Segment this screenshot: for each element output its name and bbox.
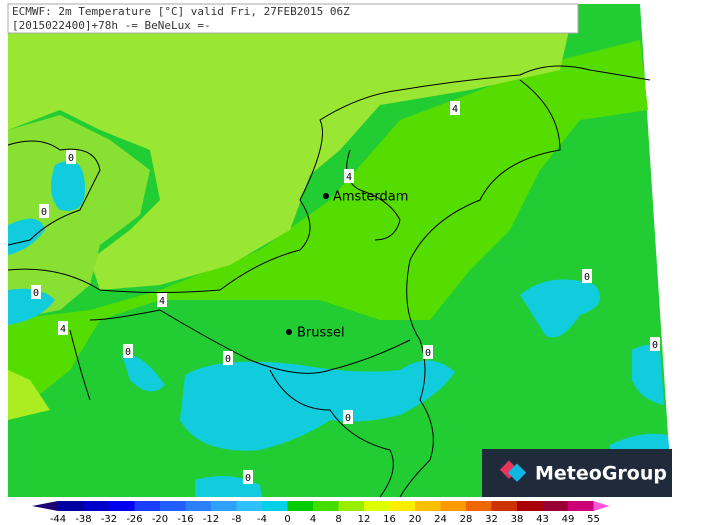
contour-label: 0 xyxy=(652,340,658,351)
colorbar-segment xyxy=(568,501,594,511)
contour-label-box xyxy=(223,351,233,365)
colorbar-arrow xyxy=(32,501,58,511)
contour-label: 0 xyxy=(33,288,39,299)
colorbar-segment xyxy=(109,501,135,511)
colorbar-label: -16 xyxy=(177,514,193,525)
light-zone xyxy=(8,370,50,420)
colorbar-segment xyxy=(83,501,110,511)
colorbar-label: 12 xyxy=(358,514,371,525)
colorbar-label: 38 xyxy=(511,514,524,525)
header-box xyxy=(7,3,579,34)
contour-label-box xyxy=(157,293,167,307)
contour-labels: 4 0 4 0 0 4 4 0 0 0 0 0 0 0 xyxy=(31,101,660,484)
contour-label-box xyxy=(423,345,433,359)
contour-label-box xyxy=(344,169,354,183)
light-zone xyxy=(8,4,575,290)
contour-label: 0 xyxy=(245,473,251,484)
colorbar-label: 0 xyxy=(284,514,290,525)
colorbar-label: 43 xyxy=(536,514,549,525)
header-line: [2015022400]+78h -= BeNeLux =- xyxy=(12,19,211,32)
city-dot xyxy=(323,193,329,199)
colorbar-label: 24 xyxy=(434,514,447,525)
colorbar-segment xyxy=(338,501,365,511)
colorbar-label: 20 xyxy=(409,514,422,525)
contour-label-box xyxy=(650,337,660,351)
colorbar-segment xyxy=(313,501,339,511)
colorbar-segment xyxy=(262,501,288,511)
contour-label: 0 xyxy=(345,413,351,424)
colorbar-label: 16 xyxy=(383,514,396,525)
colorbar-segment xyxy=(58,501,84,511)
colorbar-label: 49 xyxy=(562,514,575,525)
colorbar-label: -20 xyxy=(152,514,168,525)
colorbar-segment xyxy=(517,501,543,511)
colorbar-label: -4 xyxy=(257,514,267,525)
colorbar-segment xyxy=(185,501,212,511)
colorbar-label: -32 xyxy=(101,514,117,525)
colorbar-label: 4 xyxy=(310,514,316,525)
colorbar-segment xyxy=(160,501,186,511)
contour-label-box xyxy=(450,101,460,115)
logo-text: MeteoGroup xyxy=(535,463,667,485)
colorbar-label: 32 xyxy=(485,514,498,525)
colorbar-segment xyxy=(466,501,492,511)
city-dot xyxy=(286,329,292,335)
colorbar-label: 28 xyxy=(460,514,473,525)
colorbar-segment xyxy=(236,501,263,511)
logo-icon xyxy=(499,460,527,482)
contour-label-box xyxy=(39,204,49,218)
contour-label: 0 xyxy=(68,153,74,164)
colorbar-segment xyxy=(542,501,569,511)
colorbar-label: 55 xyxy=(587,514,600,525)
city-label: Brussel xyxy=(297,326,345,341)
colorbar-segment xyxy=(287,501,314,511)
colorbar-segment xyxy=(364,501,390,511)
contour-label-box xyxy=(123,344,133,358)
contour-label: 4 xyxy=(159,296,165,307)
contour-label: 0 xyxy=(41,207,47,218)
contour-label: 0 xyxy=(225,354,231,365)
contour-label: 4 xyxy=(60,324,66,335)
colorbar-label: -44 xyxy=(50,514,66,525)
contour-label: 4 xyxy=(452,104,458,115)
colorbar-label: 8 xyxy=(335,514,341,525)
contour-label-box xyxy=(582,269,592,283)
contour-label-box xyxy=(66,150,76,164)
colorbar-label: -26 xyxy=(126,514,142,525)
header-line: ECMWF: 2m Temperature [°C] valid Fri, 27… xyxy=(12,5,350,18)
colorbar-segment xyxy=(211,501,237,511)
colorbar-segment xyxy=(134,501,161,511)
light-zone xyxy=(8,115,150,320)
contour-label-box xyxy=(31,285,41,299)
colorbar-label: -38 xyxy=(75,514,91,525)
colorbar-arrow xyxy=(593,501,610,511)
colorbar-segment xyxy=(389,501,416,511)
city-label: Amsterdam xyxy=(333,190,408,205)
mid-zone xyxy=(8,40,648,420)
contour-label: 0 xyxy=(584,272,590,283)
colorbar-segment xyxy=(415,501,441,511)
colorbar-segment xyxy=(491,501,518,511)
colorbar-label: -8 xyxy=(232,514,242,525)
colorbar-segment xyxy=(440,501,467,511)
contour-label-box xyxy=(243,470,253,484)
colorbar-label: -12 xyxy=(203,514,219,525)
colorbar: -44 -38 -32 -26 -20 -16 -12 -8 -4 0 4 8 12 16 20 24 28 32… xyxy=(32,501,610,525)
contour-label-box xyxy=(343,410,353,424)
borders xyxy=(7,65,651,498)
contour-label: 0 xyxy=(425,348,431,359)
contour-label-box xyxy=(58,321,68,335)
contour-label: 4 xyxy=(346,172,352,183)
contour-label: 0 xyxy=(125,347,131,358)
